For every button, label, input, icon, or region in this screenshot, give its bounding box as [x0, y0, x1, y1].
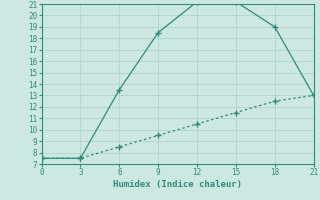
X-axis label: Humidex (Indice chaleur): Humidex (Indice chaleur) — [113, 180, 242, 189]
